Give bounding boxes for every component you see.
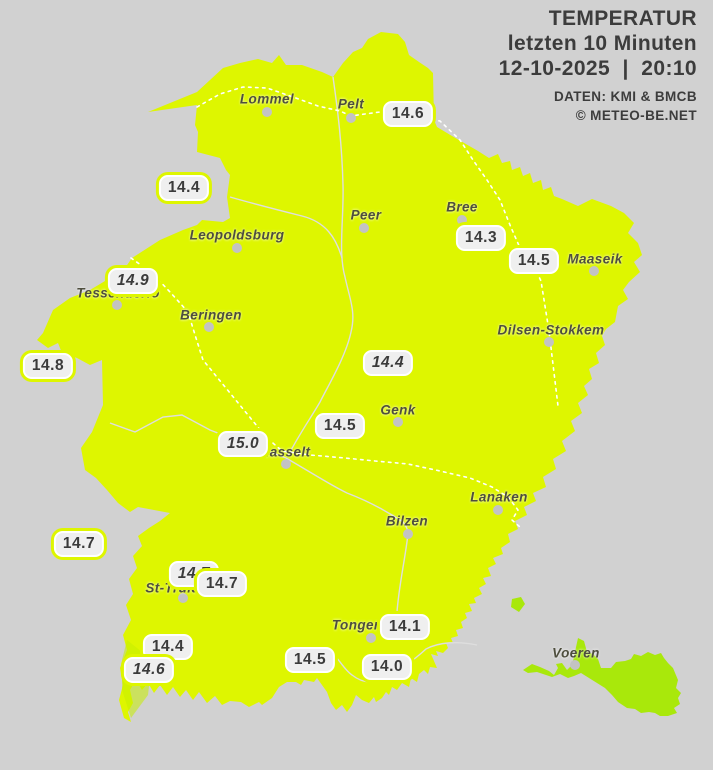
city-dot: [262, 107, 272, 117]
city-dot: [281, 459, 291, 469]
city-dot: [493, 505, 503, 515]
city-label: Peer: [350, 207, 382, 223]
city-dot: [589, 266, 599, 276]
temperature-badge: 14.4: [158, 175, 210, 201]
city-dot: [366, 633, 376, 643]
city-dot: [570, 660, 580, 670]
temperature-badge: 14.5: [508, 248, 560, 274]
city-label: Voeren: [552, 645, 600, 661]
temperature-badge: 14.6: [382, 101, 434, 127]
city-label: Bilzen: [385, 513, 429, 529]
province-shape: [37, 32, 642, 722]
temperature-badge: 14.1: [379, 614, 431, 640]
city-label: Beringen: [180, 307, 242, 323]
temperature-badge: 15.0: [217, 431, 269, 457]
city-label: Leopoldsburg: [189, 227, 285, 243]
border-dotted-line: [130, 257, 521, 528]
road-line: [285, 457, 409, 535]
temperature-badge: 14.4: [362, 350, 414, 376]
city-dot: [204, 322, 214, 332]
city-dot: [359, 223, 369, 233]
header-copyright: © METEO-BE.NET: [575, 108, 697, 123]
city-dot: [393, 417, 403, 427]
city-label: Pelt: [337, 96, 365, 112]
city-label: Dilsen-Stokkem: [497, 322, 605, 338]
page-title: TEMPERATUR: [548, 7, 697, 30]
temperature-badge: 14.5: [284, 647, 336, 673]
temperature-badge: 14.7: [53, 531, 105, 557]
road-line: [287, 76, 354, 457]
east-green-patch: [511, 597, 525, 612]
border-dotted-lines: [130, 86, 559, 528]
city-label: Genk: [380, 402, 416, 418]
header-subtitle: letzten 10 Minuten: [507, 32, 697, 55]
city-label: Bree: [446, 199, 478, 215]
temperature-badge: 14.7: [196, 571, 248, 597]
temperature-badge: 14.6: [123, 657, 175, 683]
header-datetime: 12-10-2025 | 20:10: [498, 57, 697, 80]
border-dotted-line: [196, 86, 559, 407]
header-source: DATEN: KMI & BMCB: [553, 89, 697, 104]
temperature-badge: 14.8: [22, 353, 74, 379]
temperature-badge: 14.0: [361, 654, 413, 680]
city-label: Tongeren: [331, 617, 397, 633]
map-header: TEMPERATUR letzten 10 Minuten 12-10-2025…: [499, 6, 697, 125]
voeren-shape: [523, 638, 681, 716]
city-dot: [403, 529, 413, 539]
temperature-badge: 14.5: [314, 413, 366, 439]
city-dot: [346, 113, 356, 123]
city-dot: [232, 243, 242, 253]
temperature-badge: 14.3: [455, 225, 507, 251]
temperature-badge: 14.4: [142, 634, 194, 660]
city-dot: [457, 215, 467, 225]
city-label: Hasselt: [259, 444, 311, 460]
city-label: Lanaken: [470, 489, 528, 505]
city-dot: [544, 337, 554, 347]
city-dot: [112, 300, 122, 310]
temperature-badge: 14.9: [107, 268, 159, 294]
road-line: [229, 196, 343, 259]
city-label: Maaseik: [567, 251, 623, 267]
city-dot: [178, 593, 188, 603]
city-label: Lommel: [239, 91, 295, 107]
